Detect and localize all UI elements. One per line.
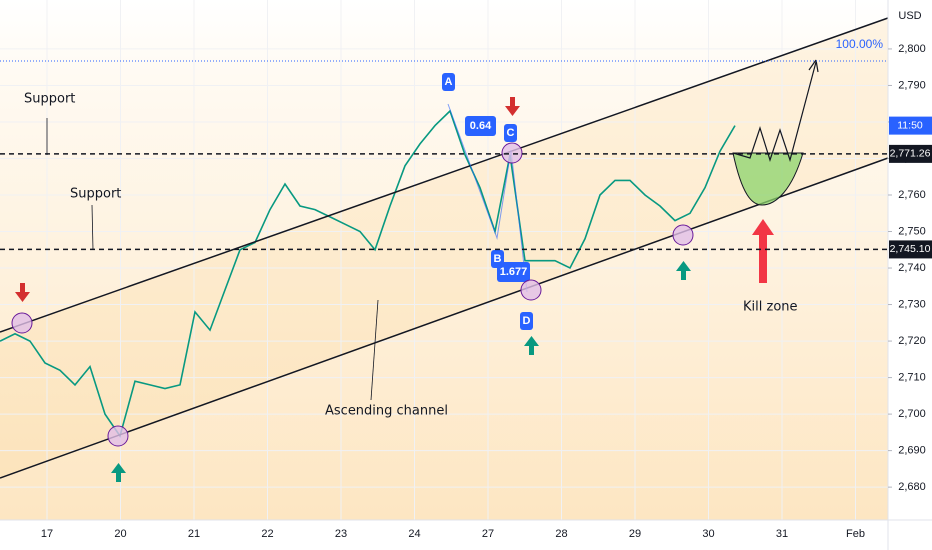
x-tick-label: 31 [776,528,788,540]
pattern-label: D [523,315,531,327]
channel-upper [0,17,889,333]
fib-label: 100.00% [836,37,884,51]
y-tick-label: 2,760 [898,189,926,201]
x-tick-label: 28 [555,528,567,540]
y-tick-label: 2,730 [898,298,926,310]
touch-circle [520,279,542,301]
down-arrows [15,97,520,302]
price-tag-label: 2,771.26 [890,148,931,160]
countdown-label: 11:50 [897,119,923,131]
x-tick-label: 20 [114,528,126,540]
y-tick-label: 2,790 [898,79,926,91]
y-tick-label: 2,700 [898,408,926,420]
y-tick-label: 2,710 [898,371,926,383]
ratio-label: 1.677 [500,266,528,278]
kill-zone-bowl [732,152,804,206]
x-tick-label: Feb [846,528,865,540]
pointer-line [370,299,379,401]
pointer-line [91,204,94,251]
countdown-tag [889,116,932,135]
y-tick-label: 2,750 [898,225,926,237]
price-tag [889,144,932,163]
y-tick-label: 2,680 [898,481,926,493]
x-tick-label: 24 [408,528,420,540]
ratio-tag [497,262,530,282]
y-tick-label: 2,720 [898,335,926,347]
pattern-label: A [445,76,453,88]
x-tick-label: 21 [188,528,200,540]
y-tick-label: 2,800 [898,43,926,55]
annotation: Ascending channel [325,404,448,419]
arrow-down [15,283,30,302]
touch-circle [501,142,523,164]
x-tick-label: 17 [41,528,53,540]
price-tag [889,240,932,259]
pattern-label: B [494,253,502,265]
arrow-up [676,261,691,280]
annotation: Kill zone [743,300,798,315]
channel-fill [0,18,888,478]
projection-head [808,59,819,73]
channel-lower [0,157,889,479]
x-tick-label: 29 [629,528,641,540]
touch-circle [107,425,129,447]
price-tag-label: 2,745.10 [890,243,931,255]
arrow-up [524,336,539,355]
pattern-tag [504,124,517,142]
pattern-tag [520,312,533,330]
touch-circle [672,224,694,246]
y-tick-label: 2,740 [898,262,926,274]
arrow-down [505,97,520,116]
ratio-tag [465,116,496,136]
arrow-up [111,463,126,482]
touch-circle [11,312,33,334]
up-arrows [111,261,691,482]
annotation: Support [70,187,121,202]
y-tick-label: 2,690 [898,445,926,457]
harmonic-pattern: A B C D 0.64 1.677 [442,73,533,330]
kill-zone-arrow [752,219,774,283]
pattern-line [447,103,528,293]
pattern-label: C [507,127,515,139]
projection-path [732,61,817,163]
x-tick-label: 27 [482,528,494,540]
currency-label: USD [898,10,921,22]
x-tick-label: 30 [702,528,714,540]
ratio-label: 0.64 [470,120,492,132]
annotation: Support [24,92,75,107]
x-tick-label: 23 [335,528,347,540]
touch-points [11,142,694,447]
pattern-tag [442,73,455,91]
x-tick-label: 22 [261,528,273,540]
